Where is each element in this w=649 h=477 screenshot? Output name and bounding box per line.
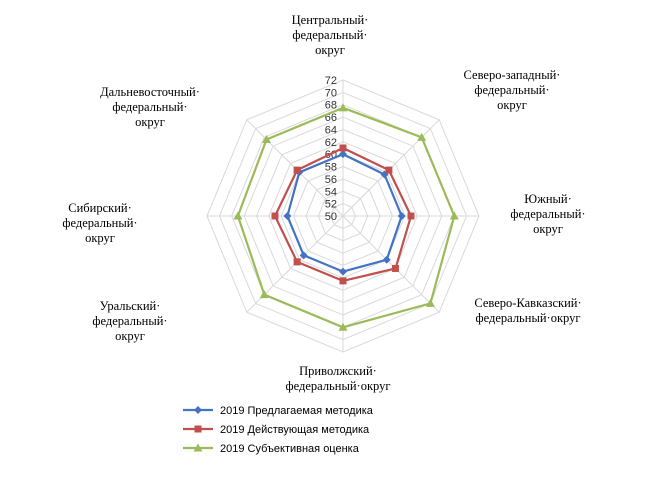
data-point bbox=[262, 135, 272, 144]
legend-marker bbox=[194, 406, 202, 414]
data-point bbox=[339, 277, 347, 285]
legend-item-2: 2019 Субъективная оценка bbox=[183, 443, 360, 455]
axis-spoke-3 bbox=[342, 215, 440, 313]
legend-marker bbox=[193, 443, 203, 452]
tick-label: 54 bbox=[325, 186, 337, 198]
data-point bbox=[425, 298, 435, 307]
axis-label-4: Приволжский· федеральный·округ bbox=[286, 364, 391, 393]
data-point bbox=[407, 212, 415, 220]
tick-label: 56 bbox=[325, 174, 337, 186]
radar-series bbox=[233, 103, 459, 331]
series-1 bbox=[271, 144, 415, 285]
tick-label: 64 bbox=[325, 125, 337, 137]
legend: 2019 Предлагаемая методика 2019 Действующ… bbox=[183, 405, 374, 455]
radar-axis-lines bbox=[207, 80, 479, 352]
data-point bbox=[293, 258, 301, 266]
legend-item-1: 2019 Действующая методика bbox=[183, 424, 370, 436]
data-point bbox=[233, 211, 243, 220]
data-point bbox=[283, 212, 292, 220]
data-point bbox=[397, 212, 406, 220]
legend-item-0: 2019 Предлагаемая методика bbox=[183, 405, 374, 417]
radar-axis-labels: Центральный· федеральный· округ Северо-запа… bbox=[62, 13, 585, 393]
axis-label-6: Сибирский· федеральный· округ bbox=[62, 201, 137, 245]
data-point bbox=[339, 150, 347, 159]
data-point bbox=[338, 322, 348, 331]
axis-label-1: Северо-западный· федеральный· округ bbox=[464, 68, 561, 112]
data-point bbox=[293, 166, 301, 174]
axis-label-3: Северо-Кавказский· федеральный·округ bbox=[474, 296, 581, 325]
tick-label: 68 bbox=[325, 100, 337, 112]
data-point bbox=[271, 212, 279, 220]
tick-label: 50 bbox=[325, 211, 337, 223]
data-point bbox=[385, 166, 393, 174]
legend-marker bbox=[194, 425, 202, 433]
data-point bbox=[391, 264, 399, 272]
tick-label: 52 bbox=[325, 199, 337, 211]
data-point bbox=[339, 144, 347, 152]
data-point bbox=[339, 267, 347, 276]
series-2 bbox=[233, 103, 459, 331]
tick-label: 62 bbox=[325, 137, 337, 149]
tick-label: 70 bbox=[325, 87, 337, 99]
data-point bbox=[382, 255, 391, 264]
data-point bbox=[338, 103, 348, 112]
legend-label: 2019 Действующая методика bbox=[220, 424, 370, 436]
axis-label-2: Южный· федеральный· округ bbox=[510, 192, 585, 236]
tick-label: 72 bbox=[325, 75, 337, 87]
data-point bbox=[259, 290, 269, 299]
series-0 bbox=[283, 150, 406, 276]
data-point bbox=[417, 132, 427, 141]
axis-label-5: Уральский· федеральный· округ bbox=[92, 299, 167, 343]
data-point bbox=[299, 251, 308, 260]
legend-label: 2019 Предлагаемая методика bbox=[220, 405, 374, 417]
legend-label: 2019 Субъективная оценка bbox=[220, 443, 360, 455]
axis-label-7: Дальневосточный· федеральный· округ bbox=[100, 85, 200, 129]
data-point bbox=[449, 211, 459, 220]
tick-label: 58 bbox=[325, 162, 337, 174]
axis-label-0: Центральный· федеральный· округ bbox=[292, 13, 369, 57]
